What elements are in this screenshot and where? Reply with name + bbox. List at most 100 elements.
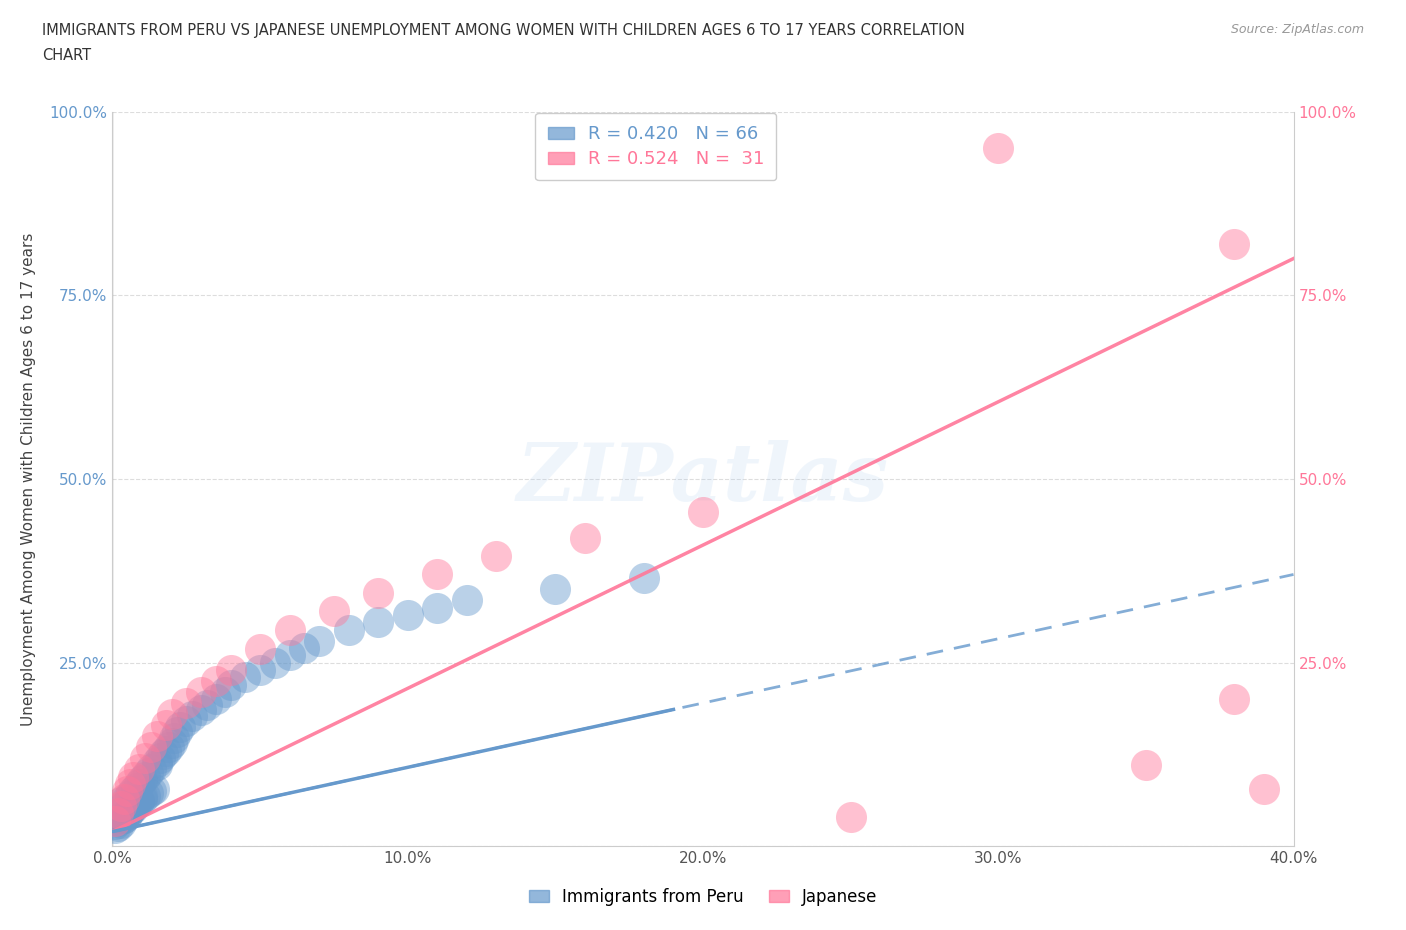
Point [107, 805, 129, 820]
Point [117, 808, 138, 823]
Point [134, 751, 156, 765]
Point [142, 781, 165, 796]
Point [131, 789, 153, 804]
Text: Source: ZipAtlas.com: Source: ZipAtlas.com [1230, 23, 1364, 36]
Point [1253, 781, 1275, 796]
Point [544, 582, 567, 597]
Point [205, 692, 228, 707]
Point [128, 777, 150, 791]
Point [110, 809, 132, 824]
Point [112, 791, 135, 806]
Point [456, 592, 478, 607]
Point [181, 708, 204, 723]
Point [139, 762, 162, 777]
Point [163, 730, 186, 745]
Point [125, 796, 148, 811]
Point [107, 805, 129, 820]
Point [485, 549, 508, 564]
Point [278, 648, 301, 663]
Point [174, 696, 197, 711]
Point [128, 793, 150, 808]
Point [146, 729, 169, 744]
Point [278, 622, 301, 637]
Point [120, 802, 142, 817]
Point [367, 615, 389, 630]
Text: CHART: CHART [42, 48, 91, 63]
Point [125, 796, 148, 811]
Point [155, 718, 177, 733]
Point [120, 804, 142, 818]
Point [122, 801, 145, 816]
Point [122, 799, 145, 814]
Point [110, 799, 132, 814]
Point [136, 765, 159, 780]
Point [1223, 236, 1246, 251]
Point [160, 707, 183, 722]
Point [139, 784, 162, 799]
Point [396, 607, 419, 622]
Point [219, 677, 242, 692]
Point [131, 791, 153, 806]
Point [292, 641, 315, 656]
Point [308, 633, 330, 648]
Point [323, 604, 346, 618]
Point [134, 769, 156, 784]
Point [128, 793, 150, 808]
Legend: Immigrants from Peru, Japanese: Immigrants from Peru, Japanese [522, 881, 884, 912]
Point [174, 714, 197, 729]
Text: ZIPatlas: ZIPatlas [517, 440, 889, 518]
Point [190, 703, 212, 718]
Point [839, 809, 862, 824]
Point [122, 784, 145, 799]
Point [264, 656, 287, 671]
Point [233, 670, 256, 684]
Point [166, 725, 188, 740]
Point [146, 754, 169, 769]
Point [190, 684, 212, 699]
Point [117, 791, 138, 806]
Point [249, 662, 271, 677]
Point [139, 739, 162, 754]
Point [110, 795, 132, 810]
Text: IMMIGRANTS FROM PERU VS JAPANESE UNEMPLOYMENT AMONG WOMEN WITH CHILDREN AGES 6 T: IMMIGRANTS FROM PERU VS JAPANESE UNEMPLO… [42, 23, 965, 38]
Point [122, 769, 145, 784]
Point [128, 762, 150, 777]
Point [134, 789, 156, 804]
Point [157, 739, 180, 754]
Y-axis label: Unemployment Among Women with Children Ages 6 to 17 years: Unemployment Among Women with Children A… [21, 232, 35, 725]
Point [112, 811, 135, 826]
Point [107, 818, 129, 833]
Point [117, 808, 138, 823]
Point [337, 622, 360, 637]
Point [169, 720, 191, 735]
Point [155, 743, 177, 758]
Point [160, 736, 183, 751]
Point [692, 505, 714, 520]
Point [426, 600, 449, 615]
Point [104, 813, 127, 828]
Point [110, 816, 132, 830]
Point [112, 799, 135, 814]
Point [104, 817, 127, 831]
Point [214, 684, 236, 699]
Point [249, 642, 271, 657]
Point [987, 141, 1010, 156]
Legend: R = 0.420   N = 66, R = 0.524   N =  31: R = 0.420 N = 66, R = 0.524 N = 31 [536, 113, 776, 180]
Point [120, 777, 142, 791]
Point [131, 773, 153, 788]
Point [136, 786, 159, 801]
Point [219, 662, 242, 677]
Point [195, 698, 218, 712]
Point [112, 811, 135, 826]
Point [107, 813, 129, 828]
Point [633, 571, 655, 586]
Point [146, 758, 169, 773]
Point [104, 820, 127, 835]
Point [120, 788, 142, 803]
Point [426, 567, 449, 582]
Point [152, 747, 174, 762]
Point [1135, 758, 1157, 773]
Point [149, 751, 172, 765]
Point [1223, 692, 1246, 707]
Point [367, 585, 389, 600]
